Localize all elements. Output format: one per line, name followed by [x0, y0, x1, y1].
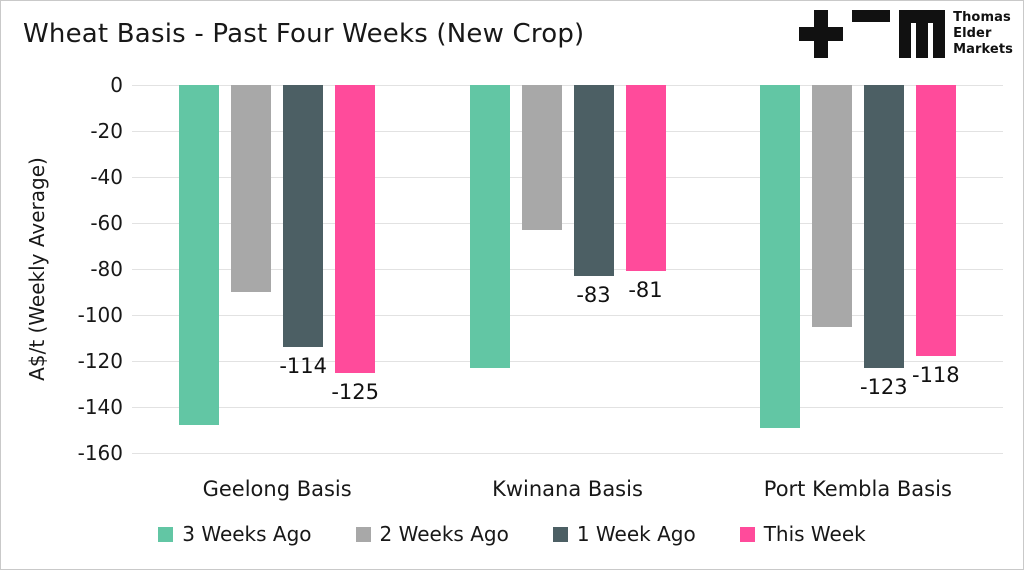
chart-title: Wheat Basis - Past Four Weeks (New Crop) — [23, 19, 585, 49]
bar-2-weeks-ago-kwinana-basis — [521, 85, 562, 230]
bar-value-label: -123 — [859, 374, 908, 399]
legend-label: 1 Week Ago — [576, 522, 696, 546]
bar-value-label: -125 — [331, 379, 379, 404]
legend: 3 Weeks Ago 2 Weeks Ago 1 Week Ago This Wee… — [1, 522, 1023, 546]
bar-this-week-geelong-basis — [335, 85, 376, 373]
legend-swatch — [158, 526, 174, 542]
gridline — [132, 131, 1003, 132]
tem-logo-mark — [799, 10, 946, 58]
gridline — [132, 453, 1003, 454]
y-tick-label: -160 — [77, 441, 123, 465]
gridline — [132, 361, 1003, 362]
legend-label: 2 Weeks Ago — [379, 522, 509, 546]
legend-swatch — [355, 526, 371, 542]
gridline — [132, 177, 1003, 178]
gridline — [132, 85, 1003, 86]
y-tick-label: 0 — [110, 73, 123, 97]
gridline — [132, 315, 1003, 316]
legend-item-this-week: This Week — [739, 522, 866, 546]
bar-3-weeks-ago-kwinana-basis — [469, 85, 510, 368]
bar-3-weeks-ago-geelong-basis — [179, 85, 220, 426]
bar-1-week-ago-geelong-basis — [283, 85, 324, 348]
bar-value-label: -81 — [628, 278, 663, 303]
logo-wordmark: Thomas Elder Markets — [953, 10, 1013, 58]
logo-line-1: Thomas — [953, 10, 1011, 26]
bar-value-label: -114 — [279, 354, 327, 379]
gridline — [132, 223, 1003, 224]
legend-item-1-week-ago: 1 Week Ago — [552, 522, 696, 546]
logo-plus-icon — [799, 10, 844, 58]
y-tick-label: -20 — [90, 119, 123, 143]
legend-label: This Week — [763, 522, 866, 546]
y-tick-label: -80 — [90, 257, 123, 281]
x-axis-label-geelong-basis: Geelong Basis — [202, 477, 352, 501]
bar-this-week-kwinana-basis — [625, 85, 666, 272]
gridline — [132, 407, 1003, 408]
legend-swatch — [552, 526, 568, 542]
y-tick-label: -60 — [90, 211, 123, 235]
logo-m-icon — [899, 10, 946, 58]
legend-item-2-weeks-ago: 2 Weeks Ago — [355, 522, 509, 546]
logo-equals-icon — [852, 10, 891, 58]
bar-2-weeks-ago-geelong-basis — [231, 85, 272, 292]
bar-2-weeks-ago-port-kembla-basis — [811, 85, 852, 327]
bar-this-week-port-kembla-basis — [915, 85, 956, 357]
logo-line-3: Markets — [953, 41, 1013, 57]
legend-item-3-weeks-ago: 3 Weeks Ago — [158, 522, 312, 546]
plot-area: -114 -125 -83 -81 -123 -118 — [132, 85, 1003, 454]
bar-1-week-ago-port-kembla-basis — [863, 85, 904, 368]
bar-value-label: -83 — [576, 282, 611, 307]
y-tick-label: -40 — [90, 165, 123, 189]
y-tick-label: -100 — [77, 303, 123, 327]
bar-1-week-ago-kwinana-basis — [573, 85, 614, 276]
bar-value-label: -118 — [911, 363, 960, 388]
legend-label: 3 Weeks Ago — [182, 522, 312, 546]
x-axis-label-kwinana-basis: Kwinana Basis — [492, 477, 643, 501]
y-tick-label: -120 — [77, 349, 123, 373]
y-tick-label: -140 — [77, 395, 123, 419]
gridline — [132, 269, 1003, 270]
legend-swatch — [739, 526, 755, 542]
bar-3-weeks-ago-port-kembla-basis — [759, 85, 800, 428]
tem-logo: Thomas Elder Markets — [799, 10, 1013, 58]
x-axis-label-port-kembla-basis: Port Kembla Basis — [763, 477, 952, 501]
logo-line-2: Elder — [953, 26, 992, 42]
